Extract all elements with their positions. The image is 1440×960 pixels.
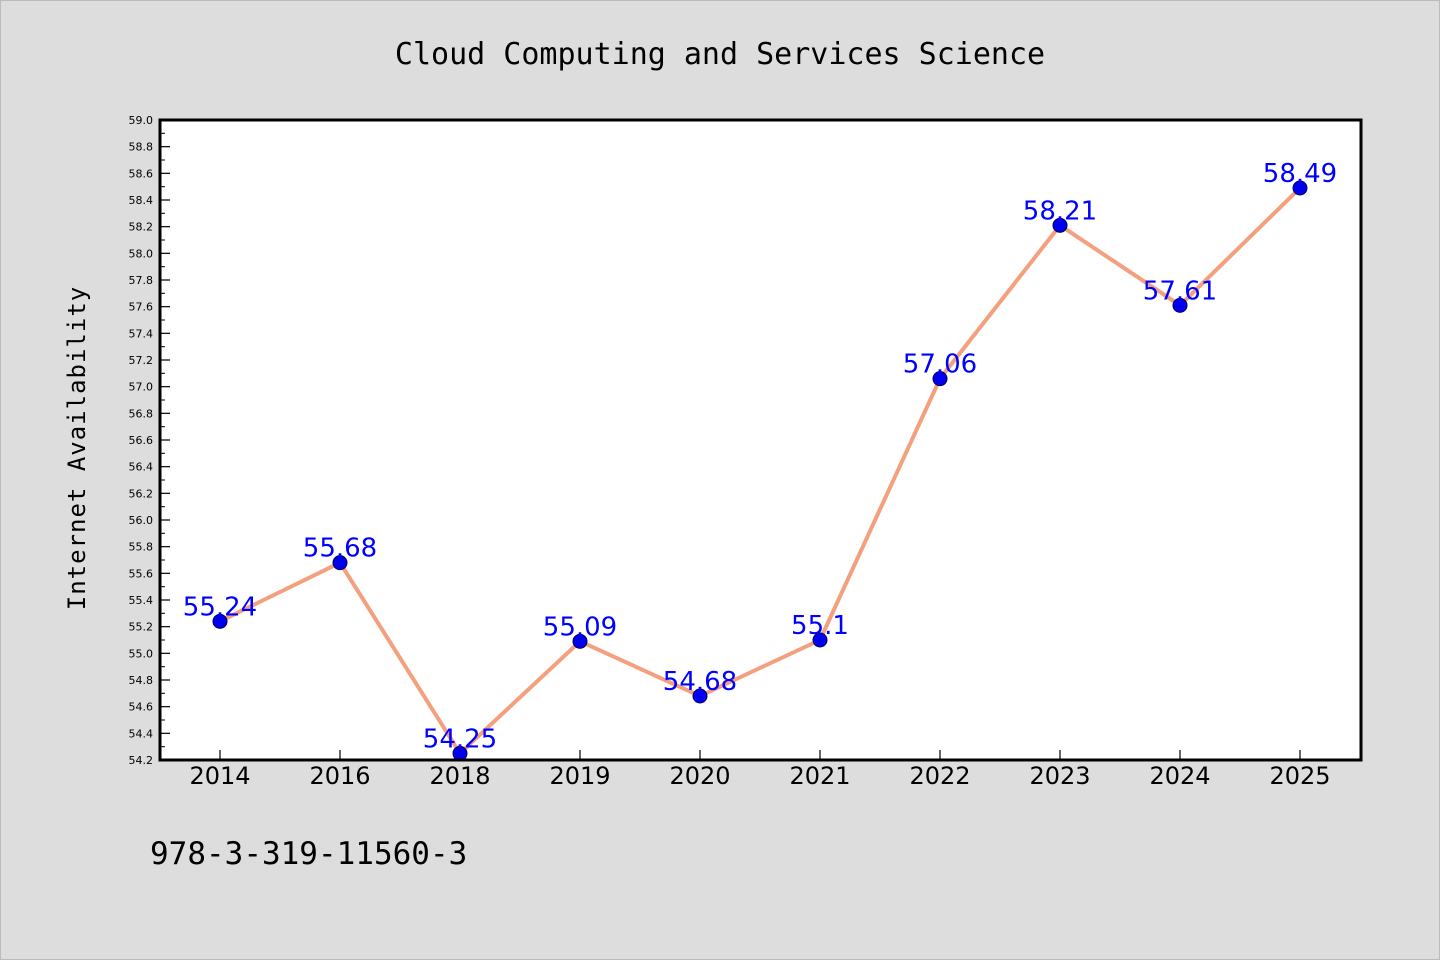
x-tick-label: 2018 (429, 762, 490, 790)
y-tick-label: 58.6 (129, 167, 154, 180)
data-point (692, 688, 708, 704)
series-line (218, 186, 1302, 756)
isbn-footer: 978-3-319-11560-3 (150, 836, 467, 872)
y-tick-label: 57.2 (129, 354, 154, 367)
y-tick-label: 55.6 (129, 567, 154, 580)
plot-area (160, 120, 1361, 760)
x-tick-label: 2023 (1029, 762, 1090, 790)
data-label: 57.61 (1143, 276, 1217, 306)
data-point (572, 633, 588, 649)
x-tick-label: 2016 (309, 762, 370, 790)
y-tick-label: 56.8 (129, 407, 154, 420)
y-tick-label: 58.8 (129, 141, 154, 154)
data-point (1172, 297, 1188, 313)
y-tick-label: 57.4 (129, 327, 154, 340)
y-tick-label: 58.4 (129, 194, 154, 207)
data-label: 55.68 (303, 534, 377, 564)
data-label: 54.68 (663, 667, 737, 697)
data-point (812, 632, 828, 648)
x-tick-label: 2025 (1269, 762, 1330, 790)
x-tick-label: 2020 (669, 762, 730, 790)
x-tick-label: 2019 (549, 762, 610, 790)
y-tick-label: 54.8 (129, 674, 154, 687)
data-point (1052, 217, 1068, 233)
y-tick-label: 55.0 (129, 647, 154, 660)
y-tick-label: 55.4 (129, 594, 154, 607)
data-point (932, 371, 948, 387)
data-label: 55.24 (183, 592, 257, 622)
y-tick-label: 54.4 (129, 727, 154, 740)
y-tick-label: 55.8 (129, 541, 154, 554)
data-label: 58.49 (1263, 159, 1337, 189)
data-label: 54.25 (423, 724, 497, 754)
data-point (332, 555, 348, 571)
data-point (212, 613, 228, 629)
y-tick-label: 59.0 (129, 114, 154, 127)
x-axis: 2014 2016 2018 2019 2020 2021 2022 2023 2024 2025 (189, 750, 1331, 790)
y-tick-label: 58.2 (129, 221, 154, 234)
y-tick-label: 56.2 (129, 487, 154, 500)
y-axis-label: Internet Availability (63, 286, 91, 610)
data-label: 55.09 (543, 612, 617, 642)
x-tick-label: 2022 (909, 762, 970, 790)
data-point (1292, 180, 1308, 196)
y-tick-label: 56.6 (129, 434, 154, 447)
y-tick-label: 55.2 (129, 621, 154, 634)
data-series (212, 180, 1308, 761)
x-tick-label: 2024 (1149, 762, 1210, 790)
y-tick-label: 54.6 (129, 701, 154, 714)
data-label: 58.21 (1023, 196, 1097, 226)
plot-frame (158, 118, 1363, 762)
y-tick-label: 56.4 (129, 461, 154, 474)
y-tick-label: 57.8 (129, 274, 154, 287)
x-tick-label: 2021 (789, 762, 850, 790)
x-tick-label: 2014 (189, 762, 250, 790)
y-tick-label: 58.0 (129, 247, 154, 260)
y-axis: 54.2 54.4 54.6 54.8 55.0 55.2 55.4 55.6 55.8 56.0… (129, 114, 170, 767)
data-label: 57.06 (903, 350, 977, 380)
y-tick-label: 57.0 (129, 381, 154, 394)
y-tick-label: 57.6 (129, 301, 154, 314)
y-tick-label: 56.0 (129, 514, 154, 527)
y-tick-label: 54.2 (129, 754, 154, 767)
data-labels: 55.24 55.68 54.25 55.09 54.68 55.1 57.06 58.21 5… (183, 159, 1337, 754)
chart-title: Cloud Computing and Services Science (395, 37, 1045, 72)
data-label: 55.1 (791, 611, 849, 641)
